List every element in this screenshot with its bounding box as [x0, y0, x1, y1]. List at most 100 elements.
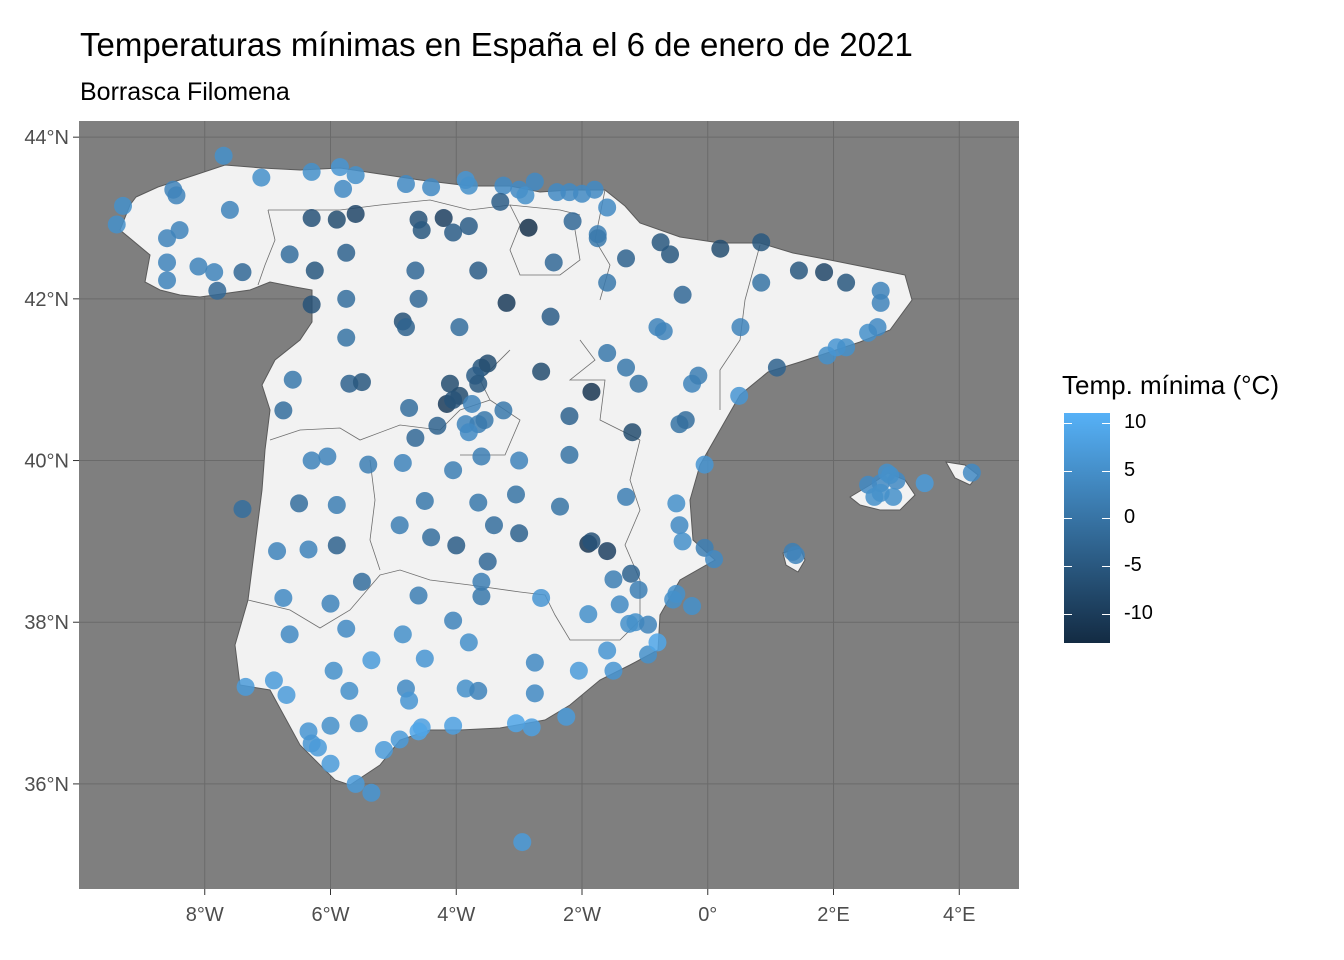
station-point	[569, 661, 588, 680]
station-point	[617, 487, 636, 506]
station-point	[551, 497, 570, 516]
station-point	[667, 494, 686, 513]
station-point	[617, 358, 636, 377]
station-point	[274, 401, 293, 420]
station-point	[349, 714, 368, 733]
station-point	[695, 455, 714, 474]
legend-tick-label: 10	[1124, 410, 1147, 433]
station-point	[962, 463, 981, 482]
station-point	[871, 293, 890, 312]
region-border	[719, 244, 761, 410]
station-point	[868, 318, 887, 337]
station-point	[475, 411, 494, 430]
station-point	[302, 209, 321, 228]
station-point	[444, 611, 463, 630]
station-point	[337, 328, 356, 347]
x-tick-label: 4°W	[437, 904, 475, 926]
station-point	[167, 186, 186, 205]
station-point	[362, 651, 381, 670]
station-point	[406, 428, 425, 447]
station-point	[730, 386, 749, 405]
station-point	[264, 671, 283, 690]
station-point	[478, 354, 497, 373]
station-point	[321, 594, 340, 613]
station-point	[346, 204, 365, 223]
station-point	[525, 172, 544, 191]
y-tick-label: 42°N	[24, 289, 69, 311]
station-point	[280, 245, 299, 264]
x-tick-label: 0°	[698, 904, 717, 926]
station-point	[532, 588, 551, 607]
station-point	[506, 714, 525, 733]
station-point	[522, 718, 541, 737]
station-point	[327, 496, 346, 514]
station-point	[673, 532, 692, 551]
station-point	[598, 641, 617, 660]
station-point	[327, 536, 346, 555]
station-point	[469, 493, 488, 512]
station-point	[158, 253, 177, 272]
station-point	[915, 474, 934, 493]
legend-tick-mark	[1064, 470, 1072, 472]
legend-tick-mark	[1102, 470, 1110, 472]
station-point	[268, 542, 287, 561]
x-tick-label: 8°W	[186, 904, 224, 926]
station-point	[837, 338, 856, 357]
station-point	[639, 645, 658, 664]
station-point	[510, 451, 529, 470]
station-point	[472, 572, 491, 591]
station-point	[683, 597, 702, 616]
station-point	[321, 754, 340, 773]
station-point	[705, 550, 724, 569]
station-point	[308, 738, 327, 757]
station-point	[327, 210, 346, 229]
station-point	[274, 588, 293, 607]
station-point	[346, 166, 365, 185]
station-point	[871, 483, 890, 502]
station-point	[290, 494, 309, 513]
region-border	[247, 569, 600, 641]
station-point	[598, 344, 617, 363]
station-point	[752, 273, 771, 292]
station-point	[337, 289, 356, 308]
station-point	[789, 261, 808, 280]
station-point	[639, 615, 658, 634]
station-point	[815, 263, 834, 282]
station-point	[881, 466, 900, 485]
station-point	[324, 661, 343, 680]
station-point	[305, 261, 324, 280]
legend-tick-mark	[1102, 614, 1110, 616]
station-point	[283, 370, 302, 389]
station-point	[277, 685, 296, 704]
station-point	[623, 423, 642, 442]
station-point	[544, 253, 563, 272]
station-point	[359, 455, 378, 474]
station-point	[390, 516, 409, 535]
legend-tick-mark	[1102, 566, 1110, 568]
station-point	[484, 516, 503, 535]
station-point	[415, 491, 434, 510]
station-point	[444, 223, 463, 242]
station-point	[472, 447, 491, 466]
station-point	[532, 362, 551, 381]
station-point	[459, 633, 478, 652]
station-point	[689, 366, 708, 385]
station-point	[560, 407, 579, 426]
region-border	[257, 209, 276, 286]
station-point	[752, 233, 771, 252]
legend-title: Temp. mínima (°C)	[1062, 370, 1279, 400]
region-border	[268, 199, 581, 216]
legend-tick-mark	[1102, 518, 1110, 520]
station-point	[444, 390, 463, 409]
station-point	[302, 162, 321, 181]
station-point	[513, 833, 532, 852]
station-point	[302, 295, 321, 314]
station-point	[525, 653, 544, 672]
station-point	[214, 146, 233, 165]
region-borders	[247, 189, 761, 641]
legend-tick-mark	[1064, 422, 1072, 424]
station-point	[337, 619, 356, 638]
station-point	[280, 625, 299, 644]
region-border	[269, 349, 511, 441]
